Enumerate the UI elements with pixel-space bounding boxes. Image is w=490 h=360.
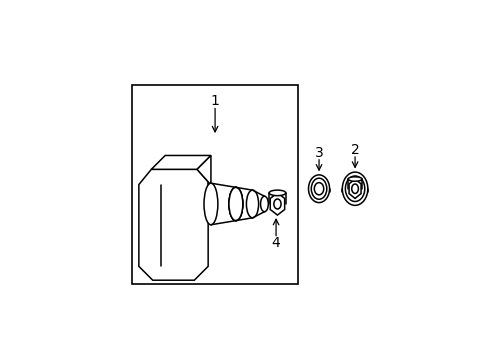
Ellipse shape [261,196,269,212]
Polygon shape [349,179,361,198]
Ellipse shape [314,183,324,195]
Polygon shape [151,156,211,169]
Ellipse shape [229,187,243,221]
Ellipse shape [311,178,327,199]
Ellipse shape [229,187,243,221]
Ellipse shape [229,187,243,221]
Text: 1: 1 [211,94,220,108]
Polygon shape [270,193,285,215]
Text: 3: 3 [315,146,323,160]
Ellipse shape [348,177,362,181]
Ellipse shape [343,172,368,205]
Ellipse shape [269,190,286,195]
Ellipse shape [345,176,365,202]
Bar [132,85,298,284]
Ellipse shape [309,175,330,203]
Ellipse shape [352,184,358,193]
Polygon shape [139,169,208,280]
Text: 4: 4 [271,236,280,250]
Ellipse shape [246,190,259,218]
Text: 2: 2 [351,143,360,157]
Polygon shape [197,156,211,185]
Ellipse shape [274,199,281,209]
Ellipse shape [204,183,218,225]
